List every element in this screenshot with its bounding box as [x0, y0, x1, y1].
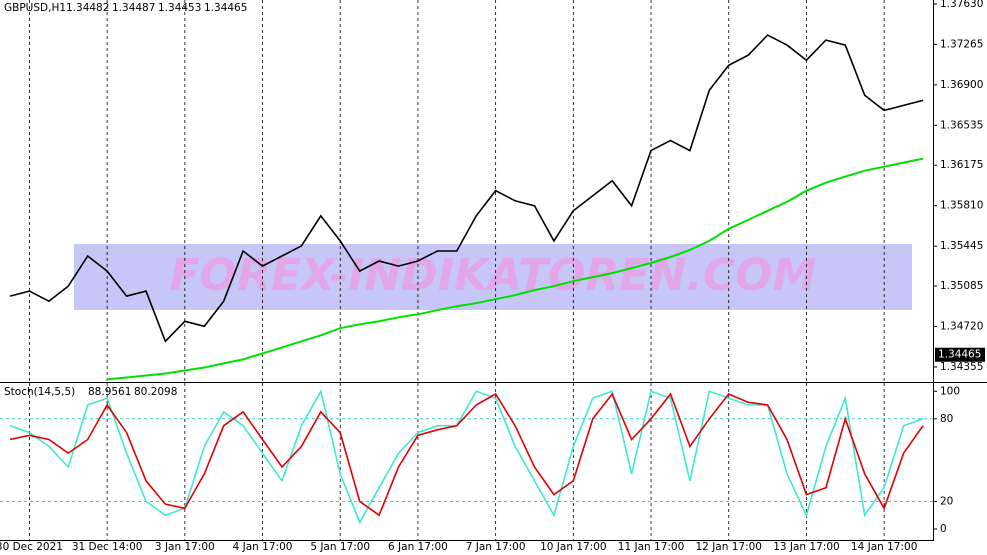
low-price: 1.34453 [158, 2, 201, 14]
y-tick-label: 1.35085 [940, 280, 983, 292]
y-tick-label: 1.35810 [940, 200, 983, 212]
x-tick-label: 4 Jan 17:00 [233, 541, 293, 553]
y-tick-label: 1.36175 [940, 159, 983, 171]
x-tick-label: 30 Dec 2021 [0, 541, 63, 553]
x-tick-label: 13 Jan 17:00 [773, 541, 839, 553]
watermark: FOREX-INDIKATOREN.COM [170, 250, 817, 301]
stoch-main-value: 88.9561 [88, 386, 131, 398]
y-tick-label: 1.36900 [940, 79, 983, 91]
x-tick-label: 12 Jan 17:00 [696, 541, 762, 553]
y-tick-label: 1.35445 [940, 240, 983, 252]
y-tick-label: 1.37630 [940, 0, 983, 10]
x-tick-label: 11 Jan 17:00 [618, 541, 684, 553]
stoch-signal-value: 80.2098 [134, 386, 177, 398]
series-line [9, 389, 924, 524]
series-line [9, 392, 924, 517]
y-tick-label: 1.34355 [940, 361, 983, 373]
x-tick-label: 14 Jan 17:00 [851, 541, 917, 553]
stoch-title: Stoch(14,5,5) [4, 386, 75, 398]
high-price: 1.34487 [112, 2, 155, 14]
x-tick-label: 10 Jan 17:00 [540, 541, 606, 553]
y-tick-label: 100 [940, 385, 960, 397]
y-tick-label: 1.34720 [940, 320, 983, 332]
x-tick-label: 6 Jan 17:00 [388, 541, 448, 553]
close-price: 1.34465 [204, 2, 247, 14]
symbol-label: GBPUSD,H1 [4, 2, 66, 14]
x-tick-label: 7 Jan 17:00 [466, 541, 526, 553]
x-tick-label: 5 Jan 17:00 [310, 541, 370, 553]
series-line [9, 34, 924, 343]
current-price-box [935, 347, 985, 362]
open-price: 1.34482 [66, 2, 109, 14]
series-line [107, 157, 924, 381]
current-price-label: 1.34465 [938, 349, 981, 361]
y-tick-label: 0 [940, 523, 947, 535]
y-tick-label: 80 [940, 413, 953, 425]
y-tick-label: 1.37265 [940, 38, 983, 50]
x-tick-label: 3 Jan 17:00 [155, 541, 215, 553]
y-tick-label: 1.36535 [940, 119, 983, 131]
y-tick-label: 20 [940, 495, 953, 507]
x-tick-label: 31 Dec 14:00 [72, 541, 143, 553]
